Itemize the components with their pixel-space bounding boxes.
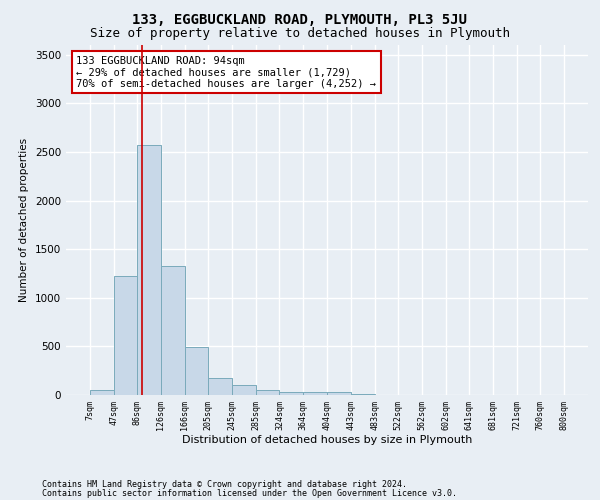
Bar: [113, 276, 137, 395]
Text: Contains HM Land Registry data © Crown copyright and database right 2024.: Contains HM Land Registry data © Crown c…: [42, 480, 407, 489]
Bar: [232, 386, 256, 395]
Text: 133, EGGBUCKLAND ROAD, PLYMOUTH, PL3 5JU: 133, EGGBUCKLAND ROAD, PLYMOUTH, PL3 5JU: [133, 12, 467, 26]
Y-axis label: Number of detached properties: Number of detached properties: [19, 138, 29, 302]
Bar: [280, 392, 304, 395]
Bar: [304, 392, 327, 395]
Text: Size of property relative to detached houses in Plymouth: Size of property relative to detached ho…: [90, 28, 510, 40]
X-axis label: Distribution of detached houses by size in Plymouth: Distribution of detached houses by size …: [182, 436, 472, 446]
Bar: [256, 390, 280, 395]
Bar: [208, 378, 232, 395]
Text: 133 EGGBUCKLAND ROAD: 94sqm
← 29% of detached houses are smaller (1,729)
70% of : 133 EGGBUCKLAND ROAD: 94sqm ← 29% of det…: [76, 56, 376, 88]
Bar: [90, 390, 113, 395]
Bar: [327, 392, 350, 395]
Bar: [185, 348, 208, 395]
Bar: [350, 394, 374, 395]
Bar: [161, 266, 185, 395]
Text: Contains public sector information licensed under the Open Government Licence v3: Contains public sector information licen…: [42, 488, 457, 498]
Bar: [137, 145, 161, 395]
